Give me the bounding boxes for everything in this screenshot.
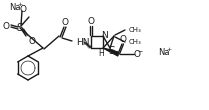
Text: CH₃: CH₃ <box>129 39 142 45</box>
Text: O: O <box>28 37 36 46</box>
Text: O: O <box>61 17 69 27</box>
Text: Na: Na <box>9 3 20 12</box>
Text: −: − <box>137 49 143 53</box>
Text: O: O <box>120 35 126 43</box>
Text: O: O <box>20 5 27 14</box>
Text: O: O <box>3 21 9 30</box>
Text: +: + <box>17 2 22 6</box>
Text: Na: Na <box>158 48 169 57</box>
Text: N: N <box>102 30 108 39</box>
Text: S: S <box>109 46 115 56</box>
Text: O: O <box>134 50 140 59</box>
Text: S: S <box>17 23 23 33</box>
Text: H: H <box>98 49 104 58</box>
Polygon shape <box>103 48 118 56</box>
Text: +: + <box>166 47 171 51</box>
Text: HN: HN <box>76 38 89 47</box>
Text: CH₃: CH₃ <box>129 27 142 33</box>
Text: O: O <box>88 16 94 26</box>
